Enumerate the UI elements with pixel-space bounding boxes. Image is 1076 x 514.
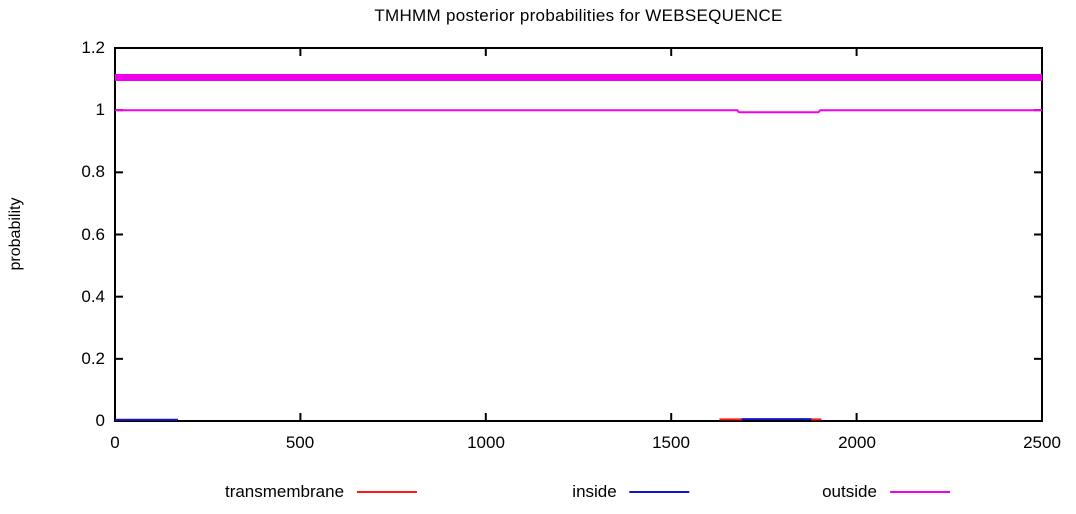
legend-line-swatch — [889, 491, 950, 493]
x-tick-label: 2000 — [838, 433, 876, 452]
plot-border — [114, 47, 1043, 422]
x-tick-label: 1000 — [467, 433, 505, 452]
x-tick-label: 500 — [285, 433, 315, 452]
y-tick-label: 1.2 — [81, 38, 105, 57]
legend-label: inside — [572, 482, 617, 501]
x-tick-label: 0 — [110, 433, 120, 452]
y-tick-label: 0.2 — [81, 349, 105, 368]
x-tick-label: 1500 — [652, 433, 690, 452]
y-tick-label: 0.4 — [81, 287, 105, 306]
y-tick-label: 0.6 — [81, 225, 105, 244]
chart-title: TMHMM posterior probabilities for WEBSEQ… — [374, 6, 783, 25]
legend-item-transmembrane: transmembrane — [224, 481, 418, 503]
legend-item-inside: inside — [572, 481, 690, 503]
legend-label: outside — [822, 482, 877, 501]
y-tick-label: 0.8 — [81, 162, 105, 181]
legend-label: transmembrane — [224, 482, 345, 501]
legend-line-swatch — [629, 491, 690, 493]
legend-item-outside: outside — [822, 481, 950, 503]
y-tick-label: 1 — [95, 100, 105, 119]
legend-line-swatch — [357, 491, 418, 493]
y-tick-label: 0 — [95, 411, 105, 430]
x-tick-label: 2500 — [1023, 433, 1061, 452]
series-line-outside — [115, 109, 1042, 114]
